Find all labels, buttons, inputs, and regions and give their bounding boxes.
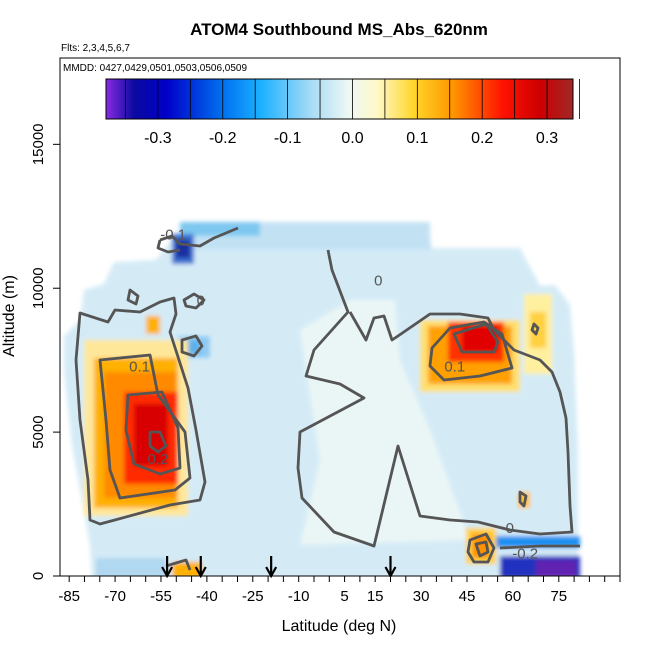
contour-bottom-orange — [466, 532, 496, 564]
colorbar-tick-label: 0.0 — [341, 130, 363, 147]
contour-small-right — [518, 490, 528, 508]
contour-zero-center — [296, 249, 574, 548]
colorbar-tick-label: 0.3 — [536, 130, 558, 147]
contour-blue-mid — [180, 334, 204, 358]
contour-bottom-right — [499, 544, 580, 550]
y-tick-label: 10000 — [30, 267, 47, 309]
x-tick-label: -85 — [58, 588, 80, 605]
contour-upper-left — [126, 288, 140, 306]
flights-label: Flts: 2,3,4,5,6,7 — [61, 43, 130, 54]
field-bottom-purple — [536, 560, 576, 576]
x-axis: -85 -70 -55 -40 -25 -10 5 15 30 45 60 75 — [58, 576, 621, 605]
field-small-orange — [146, 316, 160, 334]
y-tick-label: 15000 — [30, 123, 47, 165]
plot-frame — [59, 57, 621, 577]
y-tick-label: 0 — [30, 572, 47, 580]
contour-01-north — [428, 320, 514, 382]
contour-zero-upperleft — [182, 292, 206, 310]
contour-bottom-orange-inner — [474, 540, 490, 558]
y-axis: 0 5000 10000 15000 — [30, 123, 60, 580]
contour-label: -0.2 — [512, 546, 538, 563]
contour-neg-upper — [156, 226, 239, 254]
colorbar-tick-label: -0.1 — [274, 130, 302, 147]
contour-lines — [74, 226, 580, 571]
chart-title: ATOM4 Southbound MS_Abs_620nm — [190, 20, 488, 39]
colorbar-tick-label: -0.3 — [144, 130, 172, 147]
colorbar-gradient — [105, 78, 574, 120]
contour-label: 0 — [506, 520, 514, 537]
dates-label: MMDD: 0427,0429,0501,0503,0506,0509 — [63, 63, 247, 74]
contour-label: 0.1 — [444, 359, 465, 376]
x-tick-label: -55 — [150, 588, 172, 605]
field-bottom-left-orange — [172, 562, 202, 576]
heatmap-field — [64, 222, 580, 576]
x-tick-label: 75 — [550, 588, 567, 605]
contour-01-south — [98, 353, 192, 500]
contour-bottom-left — [165, 558, 192, 571]
field-upper-blue — [180, 222, 260, 236]
contour-label: 0.1 — [129, 359, 150, 376]
y-axis-label: Altitude (m) — [1, 275, 18, 357]
y-tick-label: 5000 — [30, 415, 47, 448]
x-tick-label: 30 — [413, 588, 430, 605]
x-tick-label: 15 — [367, 588, 384, 605]
x-tick-label: 5 — [340, 588, 348, 605]
colorbar-ticks: -0.3 -0.2 -0.1 0.0 0.1 0.2 0.3 — [125, 79, 580, 147]
contour-label: 0 — [374, 272, 382, 289]
contour-north-right — [530, 322, 540, 336]
x-axis-label: Latitude (deg N) — [282, 618, 397, 635]
field-bottom-left-blue — [96, 558, 166, 576]
x-tick-label: -25 — [242, 588, 264, 605]
contour-03-south — [148, 430, 168, 454]
field-pale-center — [300, 300, 470, 545]
colorbar-tick-label: 0.2 — [471, 130, 493, 147]
colorbar-tick-label: 0.1 — [406, 130, 428, 147]
colorbar-tick-label: -0.2 — [209, 130, 237, 147]
x-tick-label: 45 — [459, 588, 476, 605]
colorbar: -0.3 -0.2 -0.1 0.0 0.1 0.2 0.3 — [105, 78, 580, 147]
contour-label: 0.2 — [147, 451, 168, 468]
contour-label: 0 — [197, 292, 205, 309]
x-tick-label: -40 — [196, 588, 218, 605]
contour-zero-south — [74, 296, 207, 526]
x-tick-label: -10 — [288, 588, 310, 605]
x-tick-label: 60 — [505, 588, 522, 605]
contour-label: -0.1 — [160, 226, 186, 243]
contour-labels: 0.1 0.2 -0.1 0 0 0.1 0 -0.2 — [129, 226, 538, 562]
contour-02-south — [124, 390, 182, 476]
contour-02-north — [452, 322, 500, 354]
x-tick-label: -70 — [104, 588, 126, 605]
